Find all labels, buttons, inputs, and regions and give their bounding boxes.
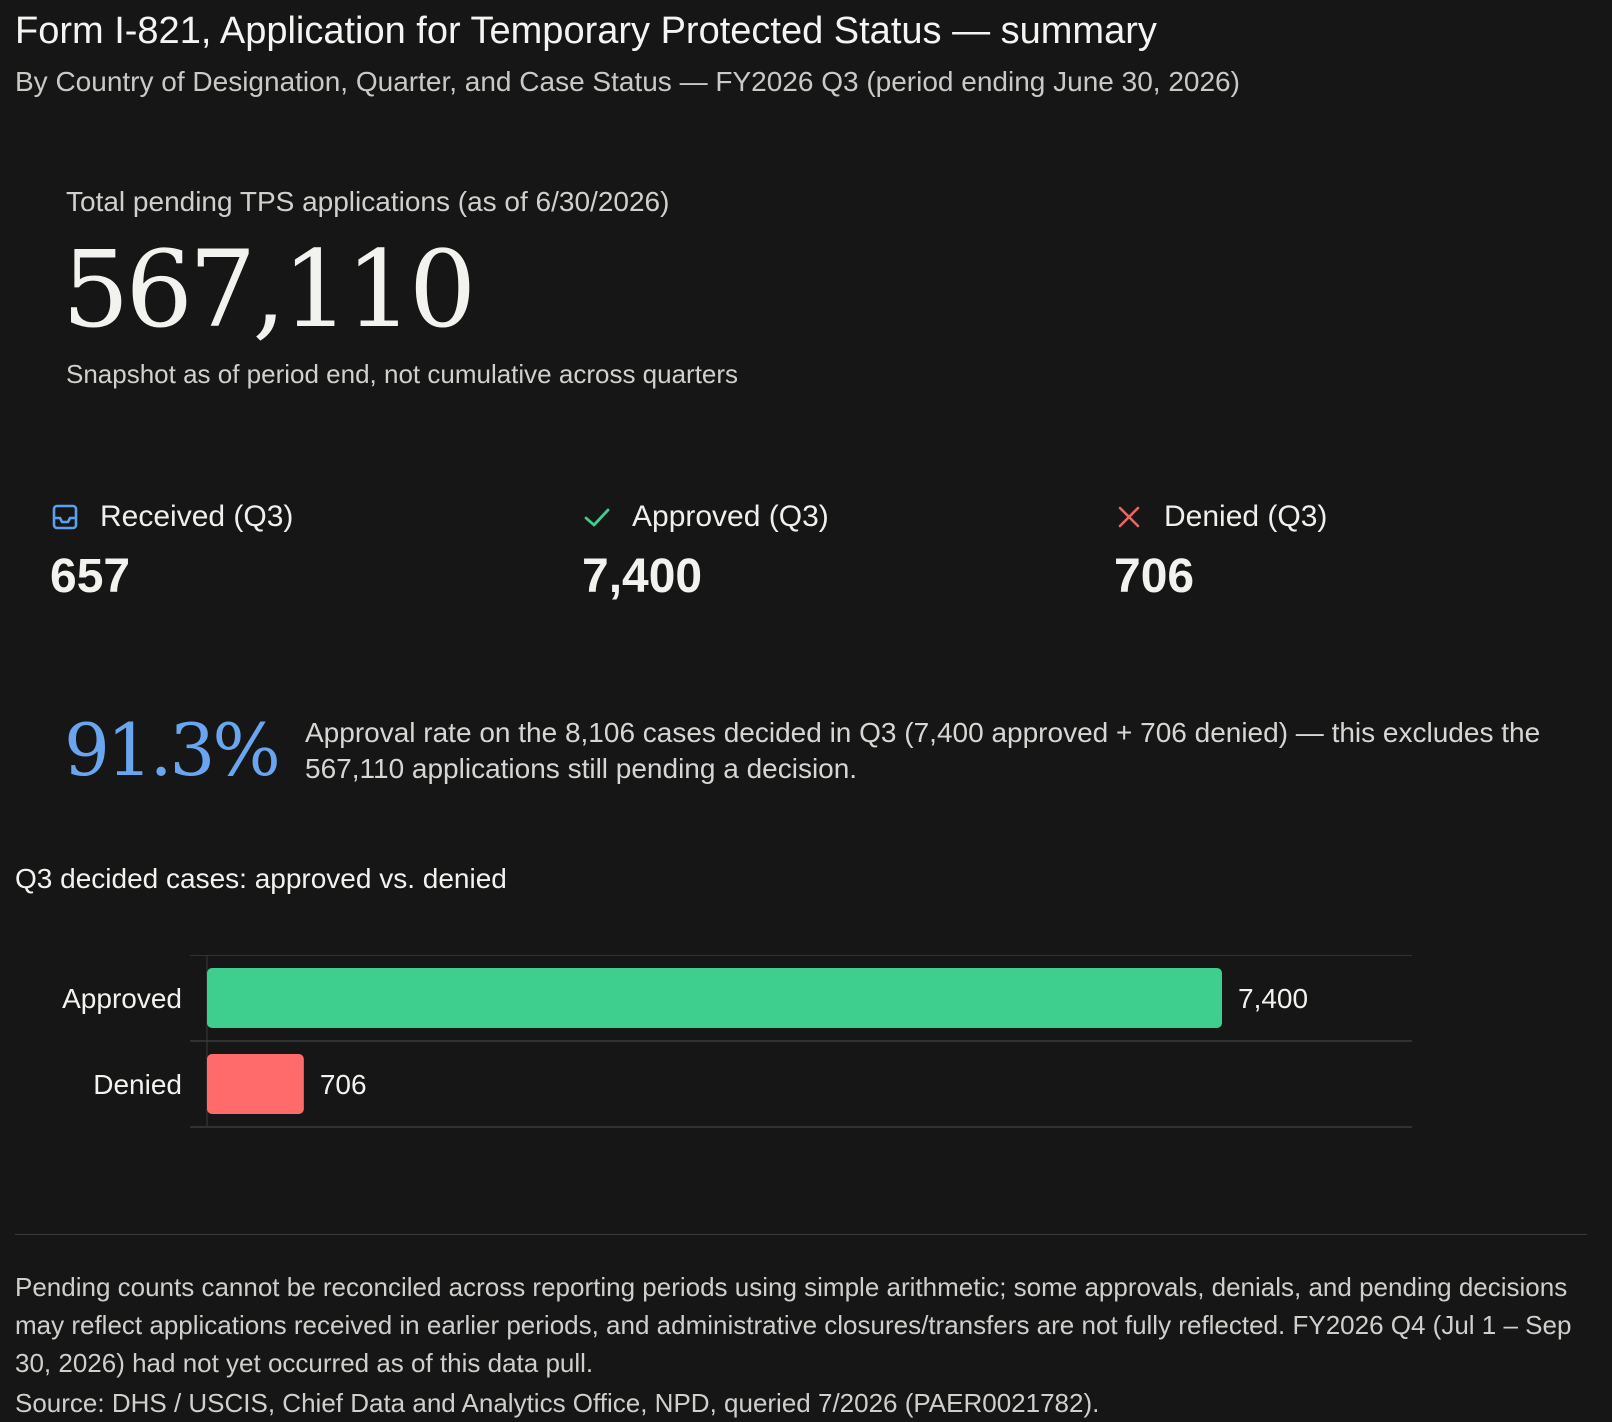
chart-title: Q3 decided cases: approved vs. denied bbox=[15, 863, 507, 894]
stat-approved-value: 7,400 bbox=[582, 550, 703, 603]
x-icon bbox=[1114, 502, 1144, 532]
bar-chart: Approved 7,400 Denied 706 bbox=[62, 955, 1412, 1128]
approval-rate-text: Approval rate on the 8,106 cases decided… bbox=[305, 717, 1541, 784]
inbox-icon bbox=[50, 502, 80, 532]
stat-denied-value: 706 bbox=[1114, 550, 1195, 603]
divider bbox=[15, 1234, 1587, 1235]
data-label: 706 bbox=[320, 1069, 367, 1100]
bar-approved bbox=[207, 968, 1222, 1028]
stat-denied-label: Denied (Q3) bbox=[1164, 500, 1328, 533]
pending-note: Snapshot as of period end, not cumulativ… bbox=[66, 359, 739, 389]
footnote: Pending counts cannot be reconciled acro… bbox=[15, 1272, 1572, 1378]
category-label: Denied bbox=[93, 1069, 182, 1100]
pending-value: 567,110 bbox=[62, 228, 476, 351]
stat-approved-label: Approved (Q3) bbox=[632, 500, 829, 533]
page-subtitle: By Country of Designation, Quarter, and … bbox=[15, 66, 1240, 97]
bar-denied bbox=[207, 1054, 304, 1114]
stat-received: Received (Q3) 657 bbox=[50, 495, 293, 604]
stat-approved: Approved (Q3) 7,400 bbox=[582, 495, 829, 604]
pending-label: Total pending TPS applications (as of 6/… bbox=[66, 186, 670, 217]
category-label: Approved bbox=[62, 983, 182, 1014]
check-icon bbox=[582, 502, 612, 532]
stat-received-value: 657 bbox=[50, 550, 131, 603]
stat-denied: Denied (Q3) 706 bbox=[1114, 495, 1327, 604]
approval-rate-value: 91.3% bbox=[64, 708, 281, 792]
stat-received-label: Received (Q3) bbox=[100, 500, 294, 533]
source-note: Source: DHS / USCIS, Chief Data and Anal… bbox=[15, 1388, 1100, 1418]
page-title: Form I-821, Application for Temporary Pr… bbox=[15, 10, 1157, 52]
data-label: 7,400 bbox=[1238, 983, 1308, 1014]
